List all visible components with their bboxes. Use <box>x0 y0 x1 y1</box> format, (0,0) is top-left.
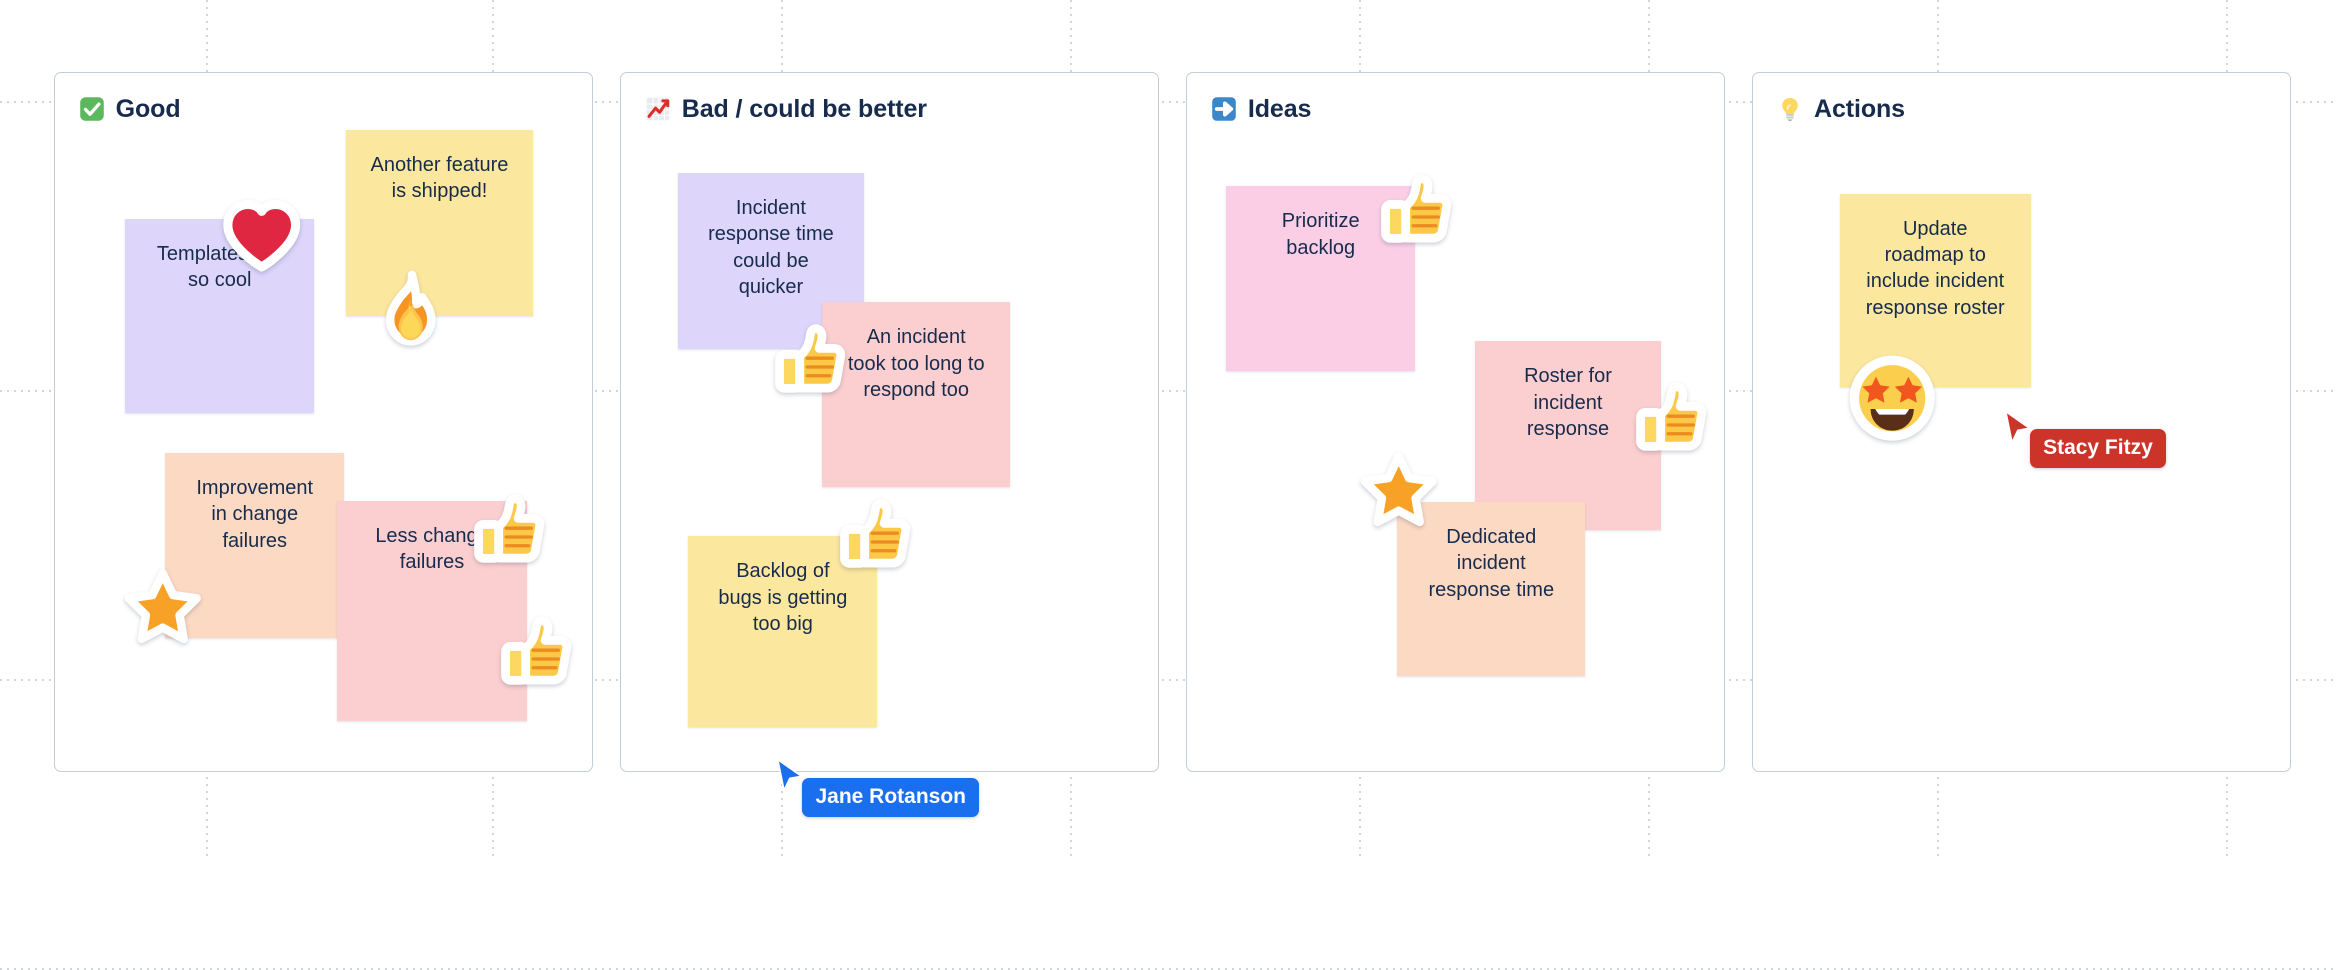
sticky-note-text: Prioritize backlog <box>1281 210 1360 259</box>
sticky-note[interactable]: Improvement in change failures <box>165 452 345 638</box>
sticky-note-text: Improvement in change failures <box>196 476 314 552</box>
right-arrow-emoji <box>1211 96 1237 122</box>
sticky-note-text: Dedicated incident response time <box>1428 526 1555 601</box>
sticky-note-text: Another feature is shipped! <box>370 153 509 202</box>
light-bulb-emoji <box>1777 96 1803 122</box>
star-emoji[interactable] <box>124 568 201 645</box>
sticky-note-text: Backlog of bugs is getting too big <box>718 560 848 636</box>
sticky-note-text: Update roadmap to include incident respo… <box>1865 217 2005 319</box>
cursor-pointer-icon <box>2004 410 2032 452</box>
thumbs-up-emoji[interactable] <box>1633 381 1713 461</box>
sticky-note-text: An incident took too long to respond too <box>847 326 985 402</box>
sticky-note-text: Incident response time could be quicker <box>708 196 834 298</box>
sticky-note[interactable]: Update roadmap to include incident respo… <box>1839 193 2031 388</box>
column-title: Ideas <box>1247 94 1312 123</box>
column-header-bad: Bad / could be better <box>645 95 927 124</box>
thumbs-up-emoji[interactable] <box>772 323 852 403</box>
sticky-note[interactable]: Roster for incident response <box>1474 341 1662 531</box>
column-header-actions: Actions <box>1777 95 1905 124</box>
star-emoji[interactable] <box>1360 451 1438 528</box>
sticky-note-text: Less change failures <box>375 524 489 573</box>
white-check-mark-emoji <box>79 96 105 122</box>
column-header-ideas: Ideas <box>1211 95 1311 124</box>
column-title: Good <box>115 94 181 123</box>
fire-emoji[interactable] <box>372 270 449 347</box>
chart-increasing-emoji <box>645 96 671 122</box>
collaborator-cursor: Jane Rotanson <box>776 758 979 817</box>
thumbs-up-emoji[interactable] <box>1378 173 1458 253</box>
sticky-note-text: Roster for incident response <box>1524 365 1612 440</box>
sticky-note[interactable]: Dedicated incident response time <box>1397 502 1586 677</box>
star-struck-emoji[interactable] <box>1849 355 1935 441</box>
sticky-note[interactable]: Backlog of bugs is getting too big <box>688 536 878 727</box>
red-heart-emoji[interactable] <box>220 194 303 277</box>
column-title: Bad / could be better <box>681 94 927 123</box>
column-header-good: Good <box>79 95 181 124</box>
thumbs-up-emoji[interactable] <box>471 493 551 573</box>
thumbs-up-emoji[interactable] <box>837 498 917 578</box>
collaborator-cursor: Stacy Fitzy <box>2004 410 2166 469</box>
cursor-name-label: Stacy Fitzy <box>2030 429 2166 469</box>
sticky-note[interactable]: An incident took too long to respond too <box>822 302 1011 488</box>
cursor-name-label: Jane Rotanson <box>802 777 979 817</box>
cursor-pointer-icon <box>776 758 804 800</box>
sticky-note[interactable]: Another feature is shipped! <box>345 129 534 316</box>
column-title: Actions <box>1814 94 1905 123</box>
thumbs-up-emoji[interactable] <box>498 615 578 695</box>
